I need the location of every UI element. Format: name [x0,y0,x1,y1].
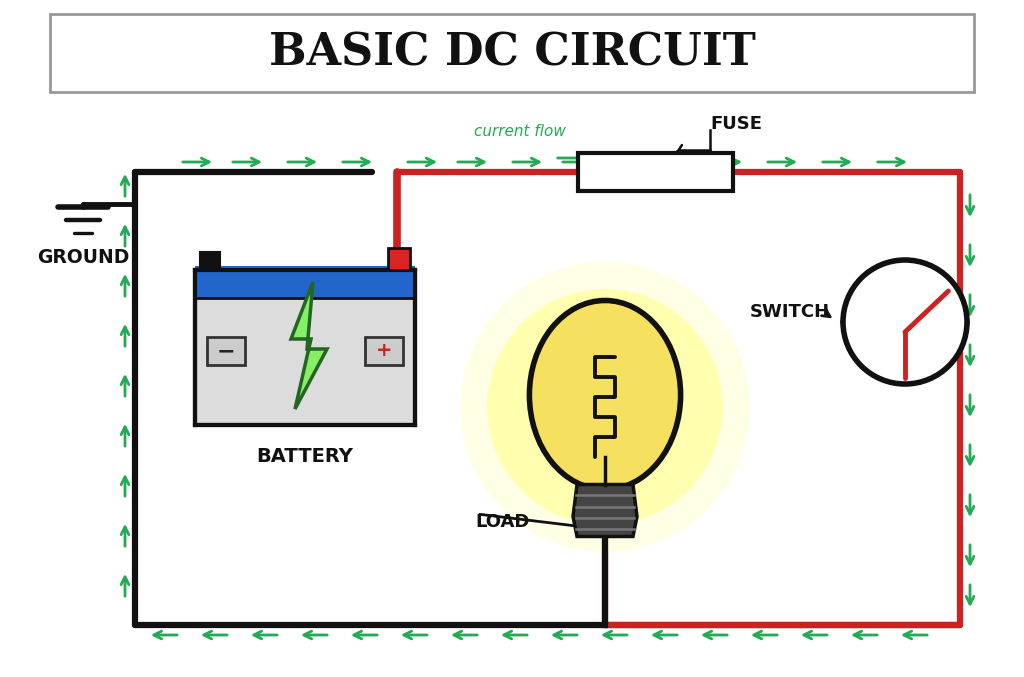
Text: BATTERY: BATTERY [257,447,353,466]
Text: SWITCH: SWITCH [750,303,830,321]
Text: FUSE: FUSE [710,115,762,133]
FancyBboxPatch shape [50,14,974,92]
Text: current flow: current flow [474,125,566,139]
Text: −: − [217,341,236,361]
Bar [365,337,403,365]
Polygon shape [291,282,327,409]
Text: +: + [376,341,392,360]
Bar [578,153,732,191]
FancyBboxPatch shape [195,269,415,424]
Bar [200,251,220,269]
Bar [195,265,415,297]
Ellipse shape [529,301,681,489]
Bar [388,248,410,269]
Bar [207,337,245,365]
Text: GROUND: GROUND [37,248,129,267]
Circle shape [487,289,723,525]
Text: BASIC DC CIRCUIT: BASIC DC CIRCUIT [268,31,756,74]
Polygon shape [573,485,637,536]
Circle shape [843,260,967,384]
Circle shape [460,262,750,552]
Text: LOAD: LOAD [475,513,529,531]
